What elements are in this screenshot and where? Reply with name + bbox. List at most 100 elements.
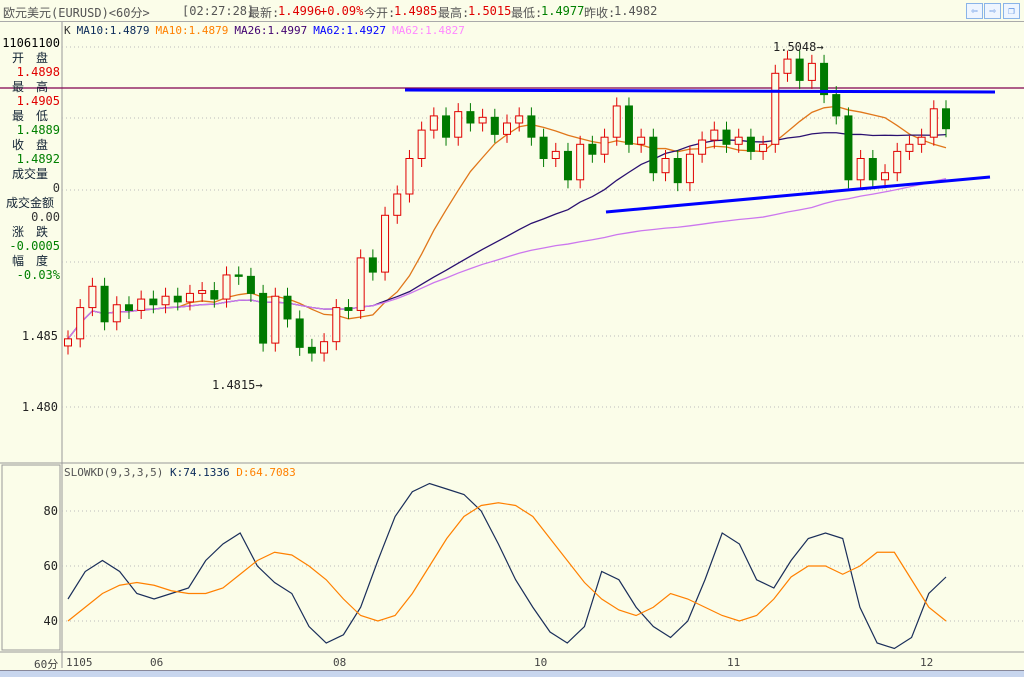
open-value: 1.4985 [394,4,438,18]
bar-amount: 0.00 [31,210,60,224]
candle-down [246,275,255,294]
candle-up [515,115,524,124]
candle-down [490,116,499,135]
forward-arrow-icon[interactable]: ⇨ [984,3,1001,19]
candle-down [149,298,158,306]
candle-up [685,153,694,184]
open-label: 开 盘 [11,50,48,65]
kd-d-line [67,502,947,622]
candle-down [844,115,853,181]
candle-up [893,150,902,174]
bar-open: 1.4898 [16,65,60,79]
candle-up [222,274,231,300]
open-label: 今开: [364,6,396,20]
bar-pct: -0.03% [16,268,60,282]
candle-up [881,172,890,181]
candle-down [124,304,133,311]
candle-down [283,295,292,320]
period-label: 60分 [34,658,59,671]
candle-down [259,292,268,344]
support-trendline[interactable] [605,175,991,214]
high-label: 最 高 [11,79,48,94]
xtick-06: 06 [150,656,164,669]
candle-up [783,58,792,74]
back-arrow-icon[interactable]: ⇦ [966,3,983,19]
candle-up [112,304,121,323]
kd-name: SLOWKD(9,3,3,5) [64,466,164,479]
ma26-line [67,132,947,340]
candle-up [661,158,670,174]
candle-up [710,129,719,141]
candle-down [868,158,877,181]
candle-down [722,129,731,145]
candle-up [905,143,914,152]
candle-up [454,111,463,138]
candle-up [198,290,207,294]
candle-up [503,122,511,135]
candle-up [88,285,97,309]
instrument-name: 欧元美元(EURUSD)<60分> [3,6,150,20]
kd-ytick-40: 40 [44,614,58,628]
volume-label: 成交量 [11,166,48,181]
candle-up [600,136,609,155]
candle-down [100,285,109,323]
candle-down [234,274,243,277]
candle-up [576,143,585,181]
latest-value: 1.4996 [278,4,322,18]
candle-up [637,136,646,145]
candle-down [295,318,304,348]
ma-legend: K MA10:1.4879 MA10:1.4879 MA26:1.4997 MA62:1… [64,24,471,37]
ma62-line [67,177,947,340]
ytick-1480: 1.480 [22,400,58,414]
legend-ma26: MA26:1.4997 [234,24,308,37]
kd-k-line [67,482,947,650]
candle-down [942,108,950,130]
prev-close-label: 昨收: [584,6,616,20]
xtick-08: 08 [333,656,347,669]
candle-up [917,136,926,145]
candle-down [673,158,682,184]
restore-window-icon[interactable]: ❐ [1003,3,1020,19]
close-label: 收 盘 [11,137,48,152]
bar-change: -0.0005 [9,239,60,253]
candle-down [210,290,219,300]
candle-down [746,136,755,152]
change-label: 涨 跌 [11,224,48,239]
kd-d-value: D:64.7083 [236,466,296,479]
candle-up [332,307,341,343]
candle-down [344,307,353,311]
candle-up [771,72,780,145]
candle-up [478,116,487,124]
xtick-1105: 1105 [66,656,93,669]
time: [02:27:28] [182,4,255,18]
legend-ma10-orange: MA10:1.4879 [155,24,229,37]
low-label: 最 低 [11,108,48,123]
candle-down [466,111,475,124]
high-label: 最高: [438,6,470,20]
candle-down [820,62,829,96]
candle-up [807,62,816,81]
candle-up [759,143,768,152]
candle-down [832,94,841,117]
candle-up [393,193,402,216]
legend-ma62: MA62:1.4927 [313,24,387,37]
candle-up [76,307,85,340]
candle-up [856,158,865,181]
candle-down [563,150,572,181]
resistance-trendline[interactable] [404,88,996,94]
candle-down [624,105,633,145]
kd-legend: SLOWKD(9,3,3,5) K:74.1336 D:64.7083 [64,466,296,479]
candle-up [734,136,743,145]
candle-up [417,129,426,160]
candle-down [173,295,182,303]
xtick-11: 11 [727,656,741,669]
candle-down [795,58,804,81]
candle-up [320,341,329,354]
candle-down [588,143,597,155]
xtick-12: 12 [920,656,934,669]
candle-down [539,136,548,159]
low-annotation: 1.4815→ [212,378,263,392]
kd-k-value: K:74.1336 [169,466,230,479]
kd-ytick-80: 80 [44,504,58,518]
